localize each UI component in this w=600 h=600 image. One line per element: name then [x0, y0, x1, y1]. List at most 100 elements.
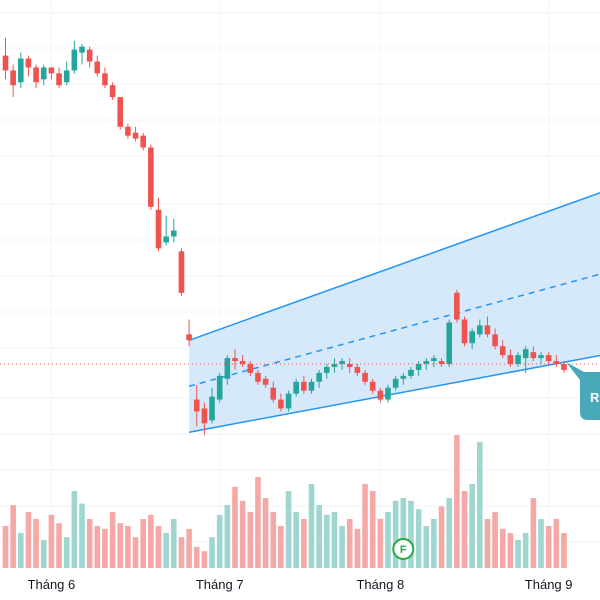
volume-bar — [377, 519, 384, 568]
volume-bar — [477, 442, 483, 568]
regression-channel[interactable] — [188, 191, 600, 433]
candle — [247, 361, 254, 376]
candle — [538, 352, 544, 364]
candle — [285, 390, 292, 412]
price-badge[interactable] — [566, 362, 600, 420]
candle — [201, 402, 208, 436]
candle — [163, 215, 169, 246]
candle-body — [301, 381, 307, 391]
event-flag-icon[interactable] — [392, 538, 415, 560]
channel-fill[interactable] — [189, 192, 600, 433]
candles — [2, 37, 567, 436]
volume-bar — [545, 526, 552, 568]
candle — [499, 340, 506, 359]
candle — [415, 361, 422, 376]
candle-body — [10, 70, 16, 86]
candle — [561, 361, 567, 373]
x-tick-label: Tháng 6 — [28, 577, 76, 592]
candle — [362, 369, 368, 385]
volume-bar — [86, 519, 93, 568]
volume-bar — [530, 498, 537, 568]
volume-bar — [117, 523, 124, 568]
volume-bar — [438, 506, 445, 568]
candle-body — [186, 334, 192, 341]
volume-bar — [94, 526, 101, 568]
price-badge-text: R — [590, 390, 600, 405]
volume-bar — [201, 551, 208, 568]
event-flag-label: F — [400, 544, 407, 556]
candle — [545, 352, 552, 364]
candle — [331, 358, 338, 373]
volume-bar — [301, 519, 307, 568]
candle — [71, 40, 78, 74]
candle-body — [278, 399, 284, 409]
candle — [385, 384, 391, 403]
candle-body — [515, 355, 521, 364]
volume-bar — [163, 533, 169, 568]
channel-upper-line[interactable] — [188, 191, 600, 341]
candle — [18, 52, 24, 89]
candle-body — [461, 319, 468, 344]
candle-body — [507, 355, 514, 364]
candle-body — [369, 381, 376, 391]
candle-body — [193, 399, 200, 412]
candle-body — [392, 378, 399, 388]
x-axis: Tháng 6 Tháng 7 Tháng 8 Tháng 9 — [28, 577, 573, 592]
candle — [132, 126, 139, 142]
candle — [278, 393, 284, 412]
volume-bar — [247, 512, 254, 568]
volume-bar — [538, 519, 544, 568]
candle-body — [255, 372, 261, 382]
candle — [423, 358, 430, 370]
candle-body — [561, 364, 567, 370]
volume-bar — [492, 512, 498, 568]
volume-bar — [308, 484, 315, 568]
candle — [48, 67, 55, 80]
candle — [209, 387, 215, 424]
candle-body — [400, 375, 407, 379]
candle — [25, 55, 32, 77]
candle — [522, 346, 529, 373]
volume-bar — [216, 514, 223, 568]
candle-body — [454, 292, 460, 320]
volume-bar — [232, 486, 238, 568]
candle — [477, 319, 483, 338]
candle — [155, 197, 162, 252]
candle-body — [117, 97, 124, 127]
event-markers[interactable]: F — [392, 538, 415, 560]
candle — [216, 372, 223, 403]
volume-bar — [324, 514, 330, 568]
volume-bar — [392, 500, 399, 568]
candle-body — [2, 55, 9, 71]
candle — [186, 319, 192, 347]
candle-body — [232, 358, 238, 362]
candle-body — [140, 135, 146, 148]
candle-body — [216, 375, 223, 400]
candle-body — [530, 352, 537, 359]
candle-body — [415, 364, 422, 370]
candle-body — [553, 361, 560, 364]
candle — [94, 55, 101, 77]
candle-body — [18, 58, 24, 83]
volume-bar — [446, 498, 452, 568]
channel-median-line[interactable] — [188, 273, 600, 387]
channel-lower-line[interactable] — [188, 354, 600, 433]
price-badge-group[interactable]: R — [566, 362, 600, 420]
volume-bar — [239, 500, 246, 568]
volume-bar — [10, 505, 16, 568]
volume-bar — [25, 512, 32, 568]
candle — [324, 364, 330, 379]
candle — [33, 64, 39, 89]
volume-bar — [140, 519, 146, 568]
candle — [339, 358, 345, 370]
volume-bar — [385, 512, 391, 568]
volume-bar — [400, 498, 407, 568]
candle-body — [201, 408, 208, 424]
volume-bar — [132, 537, 139, 568]
candle-body — [86, 49, 93, 62]
candle — [301, 375, 307, 394]
candle-body — [262, 378, 269, 385]
volume-bar — [461, 491, 468, 568]
